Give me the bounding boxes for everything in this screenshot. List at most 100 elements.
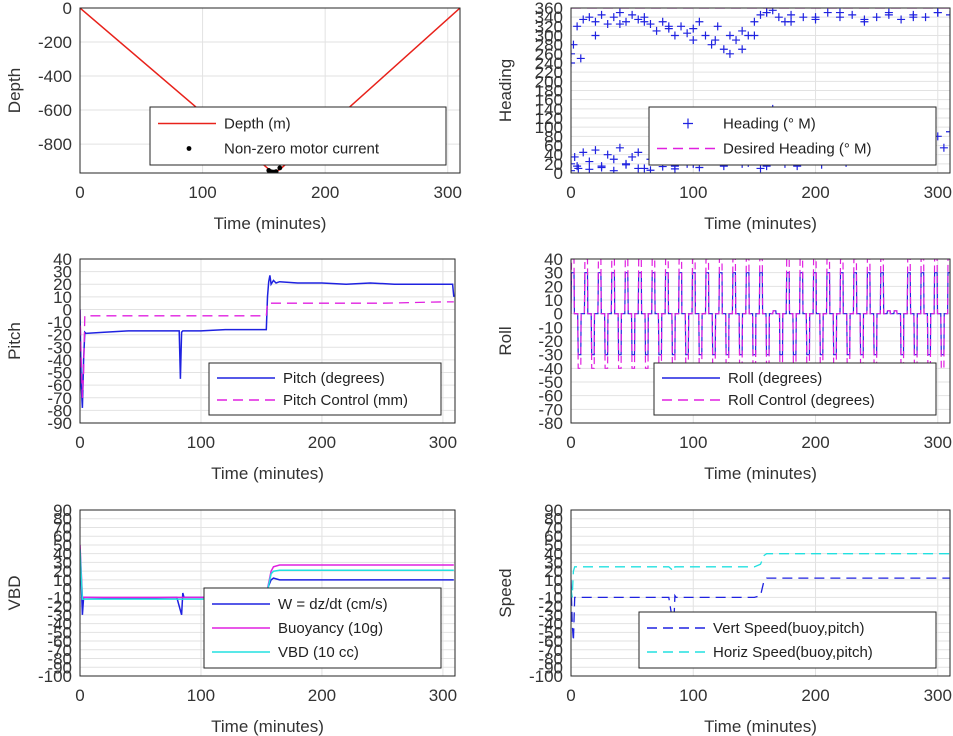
series-heading-m-point <box>573 22 582 31</box>
series-heading-m-point <box>823 8 832 17</box>
axes-box <box>570 258 951 424</box>
y-tick-label: -40 <box>538 615 563 634</box>
series-heading-m-point <box>835 8 844 17</box>
y-tick-label: -70 <box>47 389 72 408</box>
y-tick-label: 10 <box>53 288 72 307</box>
y-tick-label: 260 <box>535 45 563 64</box>
axes-box <box>570 7 951 174</box>
y-tick-label: 120 <box>535 109 563 128</box>
series-layer <box>80 275 455 408</box>
y-tick-label: 20 <box>544 155 563 174</box>
series-heading-m-point <box>860 15 869 24</box>
x-tick-label: 100 <box>187 686 215 705</box>
series-layer <box>80 8 460 173</box>
legend-label: Desired Heading (° M) <box>723 141 872 158</box>
series-heading-m-point <box>732 36 741 45</box>
x-tick-label: 0 <box>566 433 575 452</box>
series-heading-m-point <box>664 22 673 31</box>
x-tick-label: 0 <box>566 183 575 202</box>
x-tick-label: 300 <box>429 433 457 452</box>
series-heading-m-point <box>750 31 759 40</box>
series-heading-m-point <box>571 49 575 58</box>
legend-label: Non-zero motor current <box>224 141 380 158</box>
series-heading-m-point <box>585 165 594 173</box>
series-heading-m-point <box>622 17 631 26</box>
x-axis-label: Time (minutes) <box>704 214 817 233</box>
x-tick-label: 200 <box>801 183 829 202</box>
panel-speed: 0 100 200 3009080706050403020100-10-20-30-4… <box>496 501 952 736</box>
y-tick-label: -60 <box>538 632 563 651</box>
y-axis-label: Roll <box>496 326 515 355</box>
series-heading-m-point <box>573 162 582 171</box>
legend-marker <box>683 118 693 129</box>
legend-label: Pitch Control (mm) <box>283 392 408 409</box>
y-tick-label: 40 <box>53 545 72 564</box>
x-tick-label: 200 <box>308 433 336 452</box>
legend: W = dz/dt (cm/s) Buoyancy (10g) VBD (10 cc… <box>203 587 442 669</box>
panel-depth: 0 100 200 300 0 -200 -400 -600 -800 Time (minutes… <box>5 0 462 233</box>
series-heading-m-point <box>615 143 624 152</box>
y-tick-label: -70 <box>538 641 563 660</box>
series-heading-m-point <box>609 13 618 22</box>
series-layer <box>571 259 950 369</box>
legend-box <box>648 106 937 166</box>
y-tick-label: 50 <box>544 536 563 555</box>
y-tick-label: -40 <box>47 351 72 370</box>
y-tick-label: -90 <box>538 658 563 677</box>
y-tick-label: 160 <box>535 91 563 110</box>
y-tick-label: 240 <box>535 54 563 73</box>
y-tick-label: 40 <box>544 146 563 165</box>
y-tick-label: 40 <box>544 250 563 269</box>
series-heading-m-point <box>799 13 808 22</box>
x-tick-label: 0 <box>75 433 84 452</box>
x-axis-label: Time (minutes) <box>704 717 817 736</box>
series-heading-m-point <box>683 29 692 38</box>
series-heading-m-point <box>597 10 606 19</box>
x-tick-label: 100 <box>188 183 216 202</box>
series-heading-m-point <box>609 155 618 164</box>
legend-label: Heading (° M) <box>723 116 816 133</box>
y-tick-label: -60 <box>47 632 72 651</box>
series-heading-m-point <box>756 10 765 19</box>
y-tick-label: -50 <box>538 373 563 392</box>
series-heading-m-point <box>787 10 796 19</box>
series-heading-m-point <box>571 166 575 173</box>
y-tick-label: -90 <box>47 658 72 677</box>
y-tick-label: -20 <box>47 597 72 616</box>
series-heading-m-point <box>597 163 606 172</box>
y-tick-label: -100 <box>38 667 72 686</box>
y-tick-label: -60 <box>538 387 563 406</box>
series-heading-m-point <box>670 164 679 173</box>
series-pitch-degrees <box>80 275 455 408</box>
x-axis-label: Time (minutes) <box>211 717 324 736</box>
y-axis-label: Heading <box>496 59 515 122</box>
series-heading-m-point <box>628 152 637 161</box>
y-tick-label: -60 <box>47 376 72 395</box>
legend: Heading (° M) Desired Heading (° M) <box>648 106 937 166</box>
series-heading-m-point <box>946 10 950 19</box>
legend-label: Depth (m) <box>224 116 291 133</box>
y-tick-label: 90 <box>53 501 72 520</box>
y-tick-label: 80 <box>53 510 72 529</box>
y-tick-label: 40 <box>544 545 563 564</box>
series-heading-m-point <box>576 54 585 63</box>
x-tick-label: 300 <box>434 183 462 202</box>
series-heading-m-point <box>756 164 765 173</box>
y-tick-label: 340 <box>535 8 563 27</box>
series-heading-m-point <box>689 24 698 33</box>
y-tick-label: -400 <box>38 67 72 86</box>
y-tick-label: -30 <box>47 338 72 357</box>
axes-box <box>79 258 456 424</box>
series-non-zero-motor-current-point <box>277 165 283 171</box>
series-vert-speed-buoy-pitch <box>571 577 950 642</box>
x-tick-label: 100 <box>679 183 707 202</box>
series-heading-m-point <box>615 20 624 29</box>
legend-box <box>208 362 442 416</box>
series-heading-m-point <box>571 152 579 161</box>
x-axis-label: Time (minutes) <box>214 214 327 233</box>
x-axis-label: Time (minutes) <box>211 464 324 483</box>
series-heading-m-point <box>634 164 643 173</box>
y-tick-label: 10 <box>53 571 72 590</box>
series-heading-m-point <box>579 148 588 157</box>
y-tick-label: 280 <box>535 36 563 55</box>
